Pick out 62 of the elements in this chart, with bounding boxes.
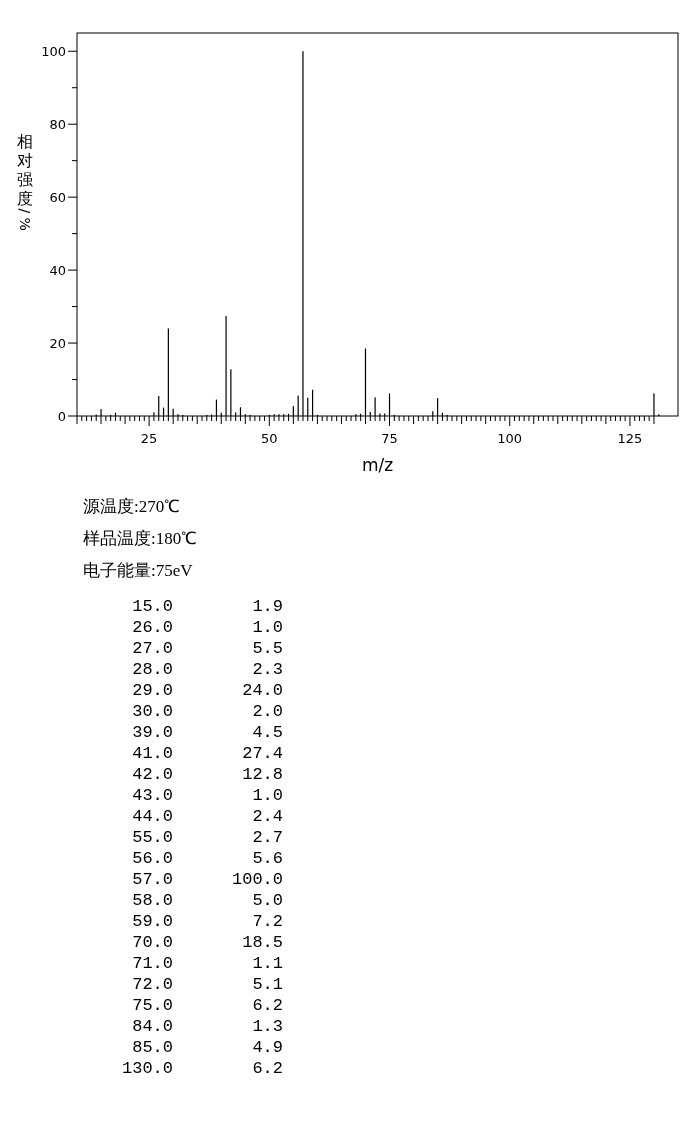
x-tick-label: 25	[140, 431, 158, 446]
text: 27.0	[132, 639, 173, 658]
text: 1.0	[252, 618, 283, 637]
x-tick-label: 100	[497, 431, 523, 446]
y-tick-label: 60	[49, 189, 66, 205]
text: 1.1	[252, 954, 283, 973]
text: 41.0	[132, 744, 173, 763]
text: 15.0	[132, 597, 173, 616]
text: 29.0	[132, 681, 173, 700]
text: 55.0	[132, 828, 173, 847]
text: 58.0	[132, 891, 173, 910]
text: 5.5	[252, 639, 283, 658]
text: 6.2	[252, 1059, 283, 1078]
y-tick-label: 80	[49, 116, 66, 132]
text: 源温度:270℃	[83, 497, 181, 516]
text: 84.0	[132, 1017, 173, 1036]
text: 30.0	[132, 702, 173, 721]
text: 39.0	[132, 723, 173, 742]
x-axis-title: m/z	[361, 455, 394, 475]
text: 70.0	[132, 933, 173, 952]
text: 5.1	[252, 975, 283, 994]
x-tick-label: 75	[381, 431, 398, 446]
text: 75.0	[132, 996, 173, 1015]
text: 4.9	[252, 1038, 283, 1057]
text: 100.0	[231, 870, 283, 889]
text: 72.0	[132, 975, 173, 994]
y-tick-label: 20	[49, 335, 66, 351]
text: 85.0	[132, 1038, 173, 1057]
text: 18.5	[242, 933, 283, 952]
text: 42.0	[132, 765, 173, 784]
text: 59.0	[132, 912, 173, 931]
text: 2.4	[252, 807, 283, 826]
text: 2.0	[252, 702, 283, 721]
y-axis-title: 相对强度/%	[17, 131, 33, 231]
text: 7.2	[252, 912, 283, 931]
text: 5.0	[252, 891, 283, 910]
text: 12.8	[242, 765, 283, 784]
text: 样品温度:180℃	[83, 529, 198, 548]
x-tick-label: 125	[617, 431, 643, 446]
text: 130.0	[121, 1059, 173, 1078]
text: 4.5	[252, 723, 283, 742]
text: 71.0	[132, 954, 173, 973]
text: 44.0	[132, 807, 173, 826]
text: 电子能量:75eV	[83, 561, 194, 580]
y-tick-label: 0	[57, 408, 66, 424]
text: 2.7	[252, 828, 283, 847]
text: 6.2	[252, 996, 283, 1015]
text: 5.6	[252, 849, 283, 868]
y-tick-label: 100	[41, 43, 66, 59]
text: 27.4	[242, 744, 283, 763]
text: 1.9	[252, 597, 283, 616]
text: 1.3	[252, 1017, 283, 1036]
text: 1.0	[252, 786, 283, 805]
text: 28.0	[132, 660, 173, 679]
text: 2.3	[252, 660, 283, 679]
y-tick-label: 40	[49, 262, 66, 278]
x-tick-label: 50	[261, 431, 278, 446]
text: 24.0	[242, 681, 283, 700]
text: 56.0	[132, 849, 173, 868]
text: 26.0	[132, 618, 173, 637]
text: 57.0	[132, 870, 173, 889]
text: 43.0	[132, 786, 173, 805]
